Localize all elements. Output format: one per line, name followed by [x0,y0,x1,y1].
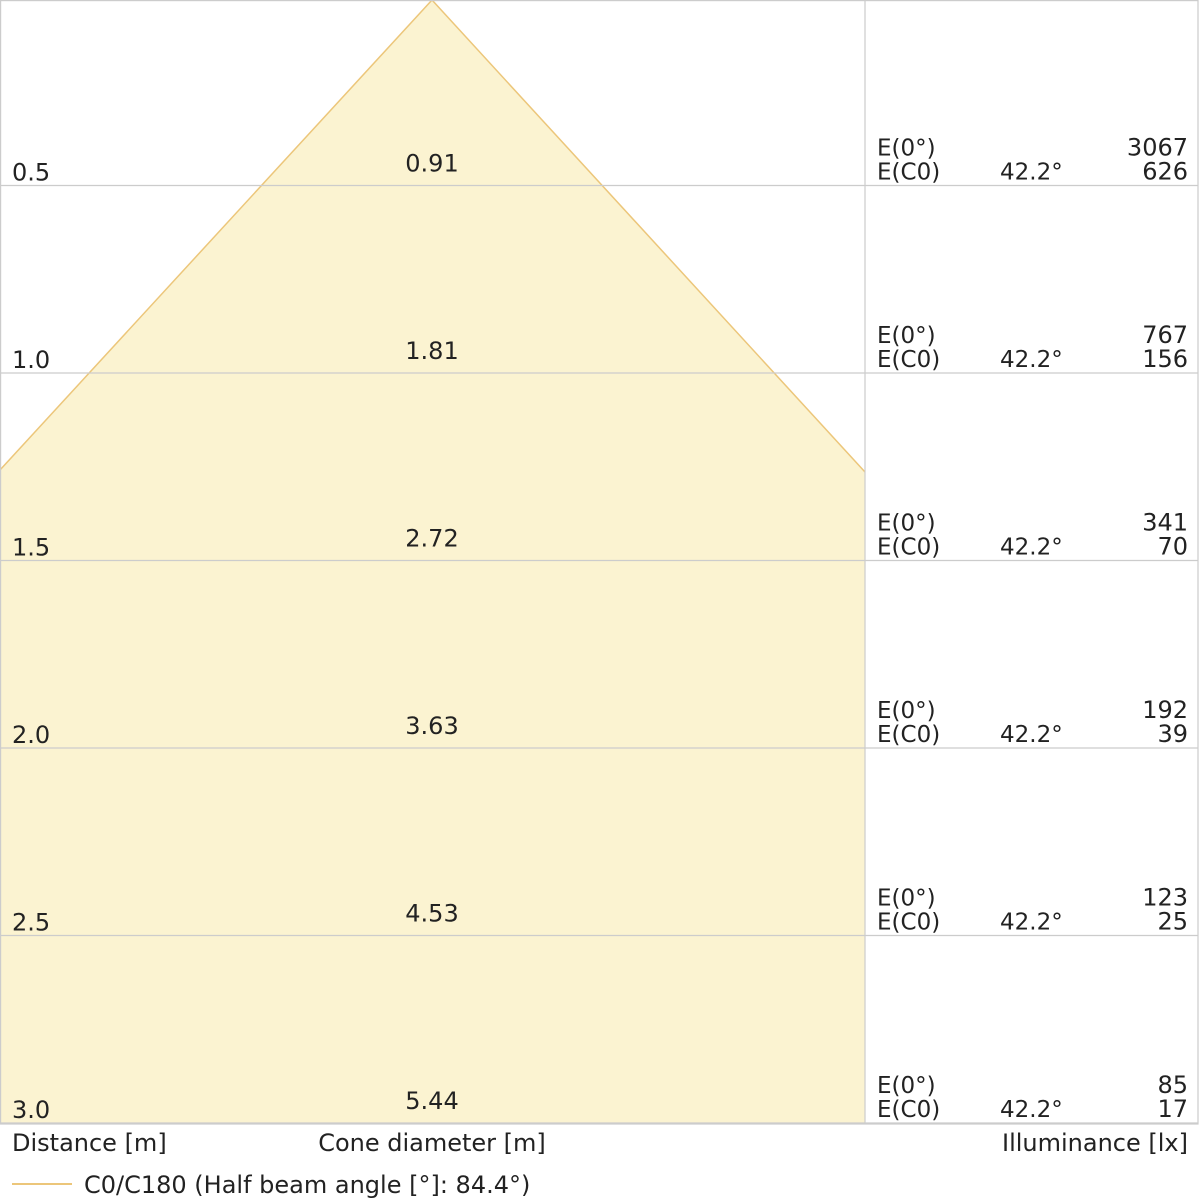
e0-label: E(0°) [877,136,936,162]
beam-area [0,0,865,1124]
e0-label: E(0°) [877,698,936,724]
distance-label: 2.5 [12,909,50,937]
e0-label: E(0°) [877,1073,936,1099]
half-angle-label: 42.2° [1000,535,1063,561]
half-angle-label: 42.2° [1000,722,1063,748]
cone-diameter-axis-title: Cone diameter [m] [318,1129,546,1157]
cone-diameter-label: 1.81 [405,337,458,365]
e0-label: E(0°) [877,323,936,349]
e0-label: E(0°) [877,886,936,912]
plot-frame [0,0,1199,1125]
half-angle-label: 42.2° [1000,910,1063,936]
ec0-value: 39 [1157,720,1188,748]
distance-label: 0.5 [12,159,50,187]
ec0-label: E(C0) [877,160,940,186]
distance-label: 1.0 [12,346,50,374]
half-angle-label: 42.2° [1000,1097,1063,1123]
grid-layer [0,0,1199,1125]
ec0-value: 17 [1157,1095,1188,1123]
distance-label: 2.0 [12,721,50,749]
e0-value: 767 [1142,321,1188,349]
illuminance-axis-title: Illuminance [lx] [1002,1129,1188,1157]
cone-diameter-label: 0.91 [405,150,458,178]
beam-edge-left [0,0,433,471]
ec0-label: E(C0) [877,910,940,936]
cone-diameter-label: 2.72 [405,525,458,553]
ec0-label: E(C0) [877,722,940,748]
legend-label: C0/C180 (Half beam angle [°]: 84.4°) [84,1171,530,1199]
distance-label: 3.0 [12,1096,50,1124]
distance-label: 1.5 [12,534,50,562]
ec0-value: 25 [1157,908,1188,936]
e0-value: 341 [1142,509,1188,537]
half-angle-label: 42.2° [1000,347,1063,373]
distance-axis-title: Distance [m] [12,1129,167,1157]
beam-layer [0,0,866,1124]
ec0-label: E(C0) [877,347,940,373]
e0-value: 3067 [1127,134,1188,162]
ec0-value: 626 [1142,158,1188,186]
ec0-value: 70 [1157,533,1188,561]
cone-diameter-label: 4.53 [405,900,458,928]
beam-edge-right [431,0,866,473]
e0-value: 192 [1142,696,1188,724]
ec0-label: E(C0) [877,1097,940,1123]
e0-label: E(0°) [877,511,936,537]
cone-diameter-label: 3.63 [405,712,458,740]
e0-value: 85 [1157,1071,1188,1099]
ec0-value: 156 [1142,345,1188,373]
ec0-label: E(C0) [877,535,940,561]
half-angle-label: 42.2° [1000,160,1063,186]
cone-diameter-label: 5.44 [405,1087,458,1115]
e0-value: 123 [1142,884,1188,912]
